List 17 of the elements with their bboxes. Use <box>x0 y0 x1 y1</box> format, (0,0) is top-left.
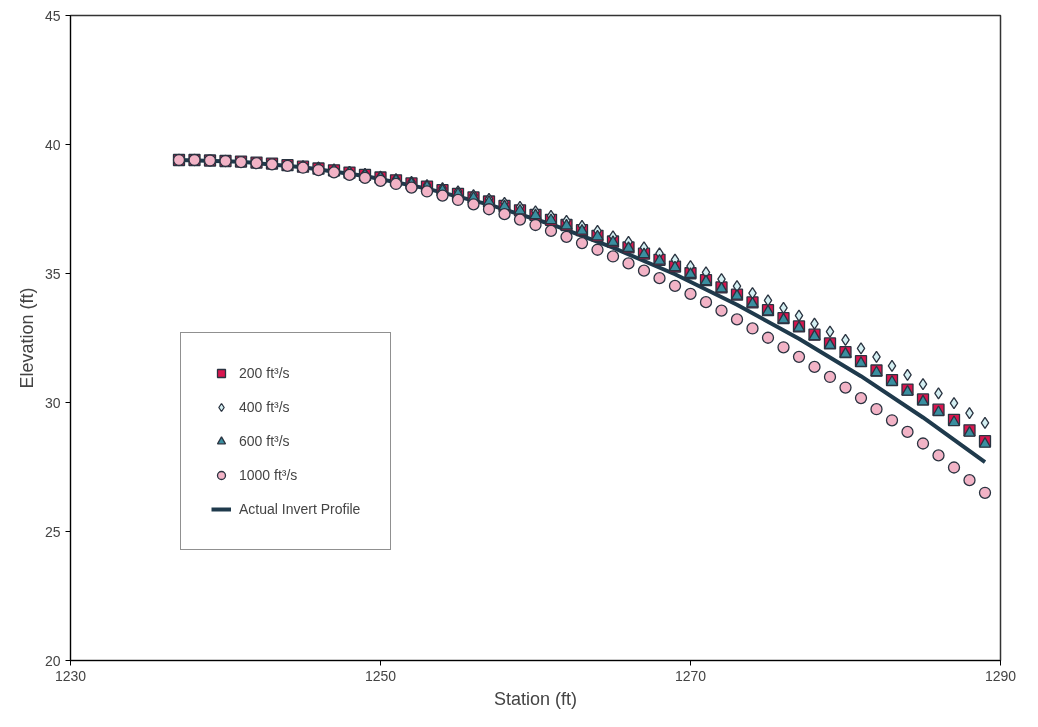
x-axis-title: Station (ft) <box>493 688 578 709</box>
x-tick-label: 1230 <box>54 667 87 684</box>
legend-label: Actual Invert Profile <box>239 501 361 517</box>
x-tick-label: 1250 <box>364 667 397 684</box>
legend-label: 600 ft³/s <box>239 433 290 449</box>
y-tick-label: 25 <box>44 523 61 540</box>
y-tick-label: 30 <box>44 394 61 411</box>
y-tick-label: 35 <box>44 265 61 282</box>
x-tick-label: 1270 <box>674 667 707 684</box>
legend-label: 200 ft³/s <box>239 365 290 381</box>
y-tick-label: 45 <box>44 7 61 24</box>
y-tick-label: 20 <box>44 652 61 669</box>
x-tick-label: 1290 <box>984 667 1017 684</box>
legend-label: 400 ft³/s <box>239 399 290 415</box>
y-axis-title: Elevation (ft) <box>16 287 37 389</box>
legend-label: 1000 ft³/s <box>239 467 298 483</box>
y-tick-label: 40 <box>44 136 61 153</box>
